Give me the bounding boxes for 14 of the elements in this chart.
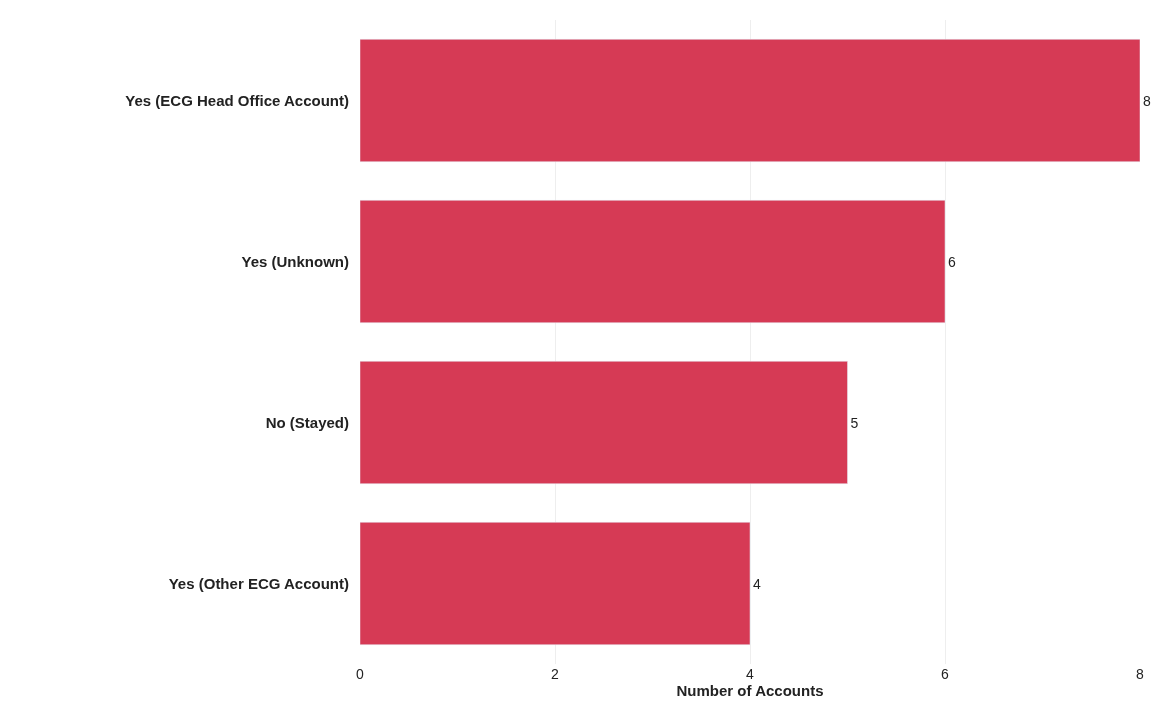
x-tick-label: 8 [1136, 666, 1145, 682]
data-label: 4 [753, 575, 761, 592]
x-tick-label: 6 [941, 666, 950, 682]
y-tick-label: Yes (ECG Head Office Account) [125, 91, 349, 109]
x-tick-label: 0 [356, 666, 365, 682]
data-label: 8 [1143, 92, 1151, 109]
data-label: 5 [850, 414, 859, 431]
y-tick-label: No (Stayed) [265, 413, 349, 431]
data-label: 6 [948, 253, 956, 270]
x-axis-title: Number of Accounts [676, 682, 824, 699]
y-tick-label: Yes (Unknown) [241, 252, 349, 270]
x-tick-label: 2 [551, 666, 560, 682]
y-tick-label: Yes (Other ECG Account) [168, 574, 349, 592]
x-tick-label: 4 [746, 666, 755, 682]
